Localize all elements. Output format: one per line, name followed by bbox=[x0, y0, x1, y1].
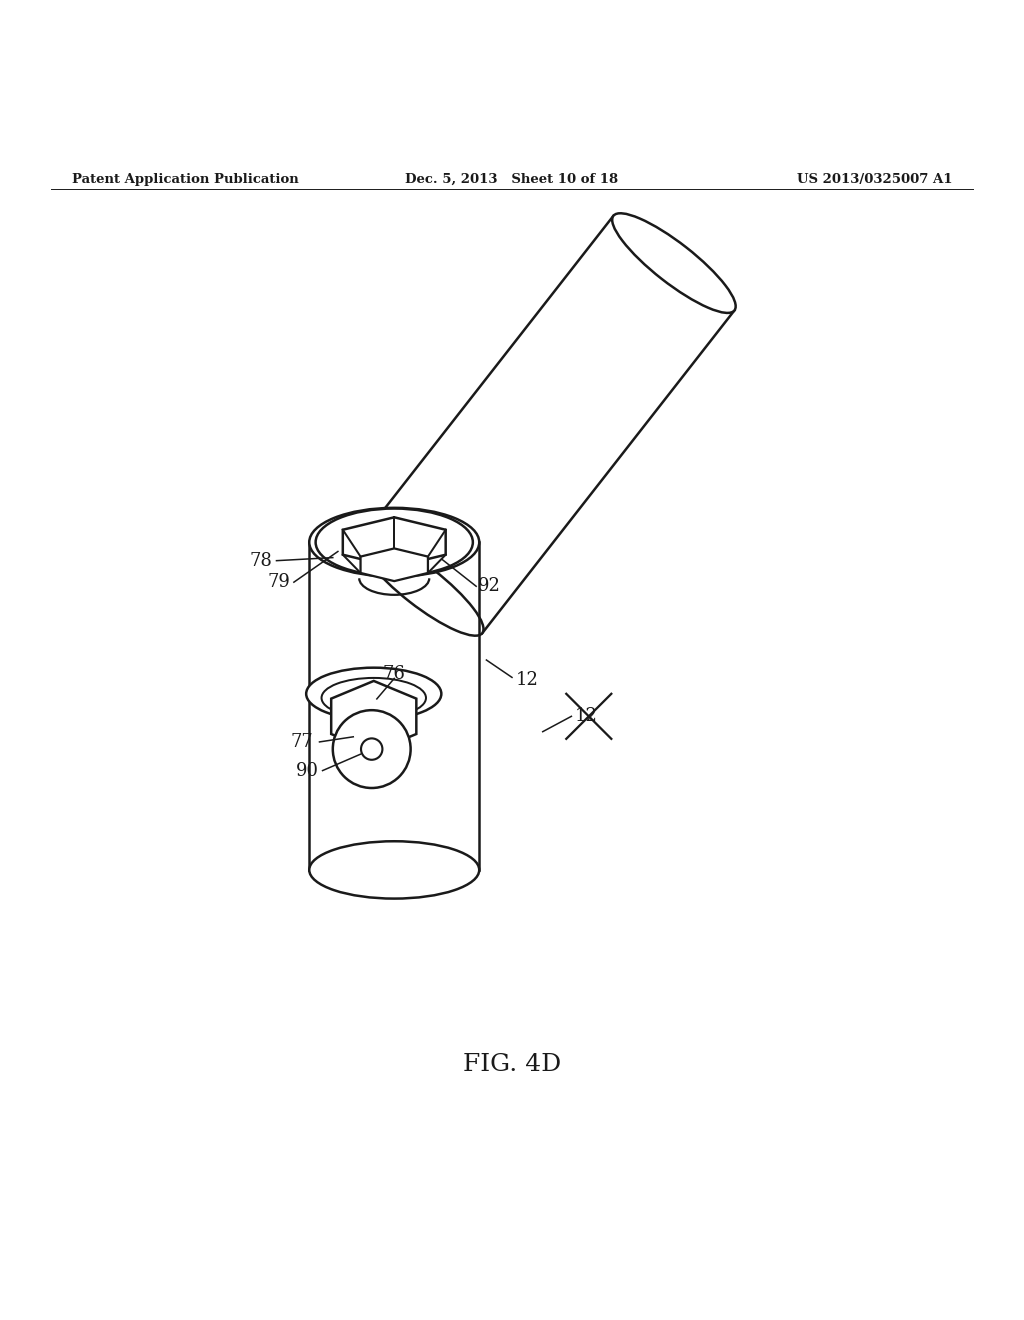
Ellipse shape bbox=[309, 841, 479, 899]
Text: 92: 92 bbox=[478, 577, 501, 595]
Ellipse shape bbox=[315, 508, 473, 576]
Ellipse shape bbox=[360, 536, 483, 636]
Polygon shape bbox=[361, 215, 734, 634]
Ellipse shape bbox=[306, 668, 441, 719]
Polygon shape bbox=[343, 517, 445, 568]
Polygon shape bbox=[360, 548, 428, 581]
Ellipse shape bbox=[322, 678, 426, 718]
Ellipse shape bbox=[309, 508, 479, 577]
Ellipse shape bbox=[612, 214, 735, 313]
Polygon shape bbox=[331, 681, 417, 751]
Ellipse shape bbox=[333, 710, 411, 788]
Text: 77: 77 bbox=[291, 733, 313, 751]
Text: US 2013/0325007 A1: US 2013/0325007 A1 bbox=[797, 173, 952, 186]
Text: 76: 76 bbox=[383, 665, 406, 684]
Text: 79: 79 bbox=[267, 573, 290, 591]
Text: Patent Application Publication: Patent Application Publication bbox=[72, 173, 298, 186]
Polygon shape bbox=[309, 543, 479, 870]
Text: FIG. 4D: FIG. 4D bbox=[463, 1053, 561, 1076]
Text: 12: 12 bbox=[516, 672, 539, 689]
Text: 12: 12 bbox=[574, 708, 597, 725]
Text: 78: 78 bbox=[250, 552, 272, 570]
Text: Dec. 5, 2013   Sheet 10 of 18: Dec. 5, 2013 Sheet 10 of 18 bbox=[406, 173, 618, 186]
Text: 90: 90 bbox=[296, 762, 318, 780]
Ellipse shape bbox=[361, 738, 382, 760]
